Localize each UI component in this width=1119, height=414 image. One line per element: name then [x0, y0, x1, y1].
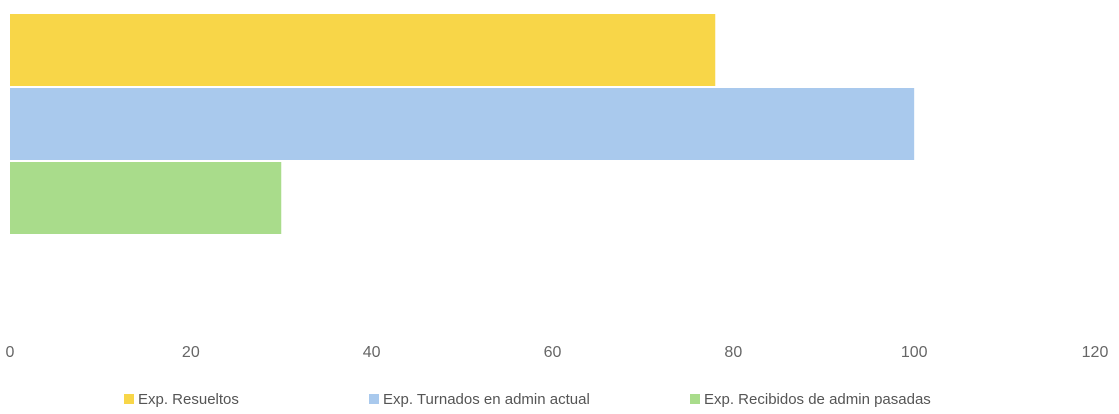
bar: [10, 162, 282, 234]
legend-swatch: [690, 394, 700, 404]
x-tick-label: 60: [544, 344, 562, 361]
bar: [10, 88, 915, 160]
legend-swatch: [124, 394, 134, 404]
x-tick-label: 0: [6, 344, 15, 361]
x-tick-label: 100: [901, 344, 928, 361]
x-tick-label: 20: [182, 344, 200, 361]
legend-label: Exp. Recibidos de admin pasadas: [704, 391, 931, 408]
legend-label: Exp. Turnados en admin actual: [383, 391, 590, 408]
x-tick-label: 120: [1082, 344, 1109, 361]
x-tick-label: 80: [724, 344, 742, 361]
bar: [10, 14, 716, 86]
legend-swatch: [369, 394, 379, 404]
legend-label: Exp. Resueltos: [138, 391, 239, 408]
x-tick-label: 40: [363, 344, 381, 361]
